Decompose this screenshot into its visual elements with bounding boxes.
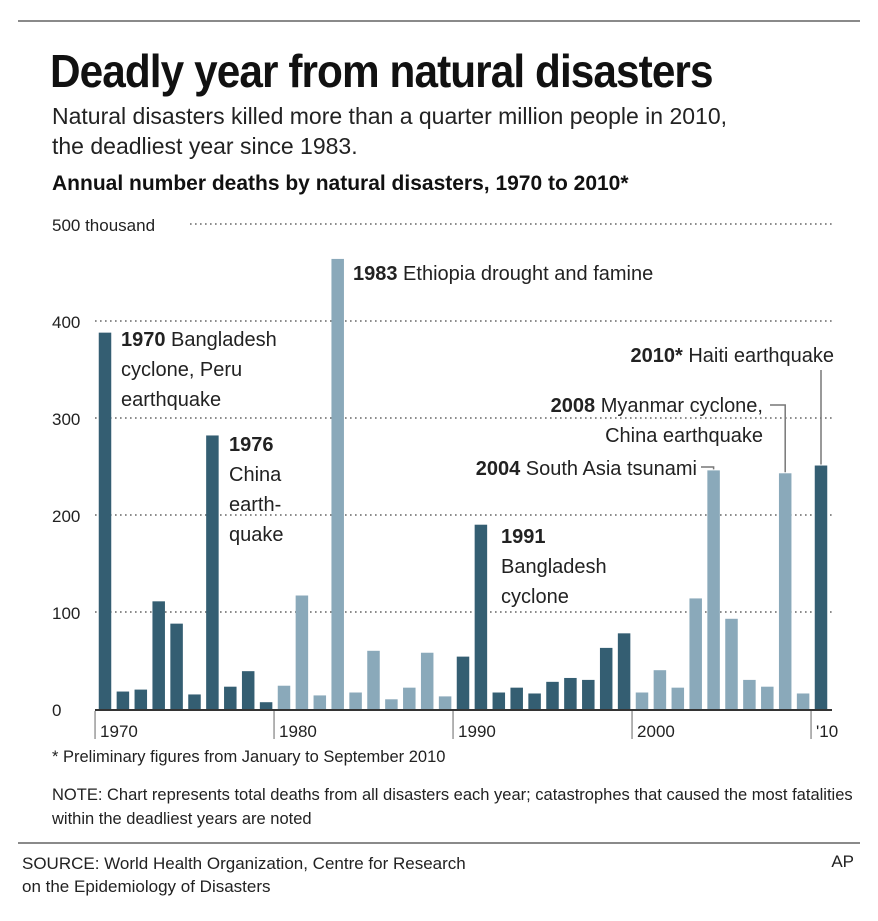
x-tick-label: '10: [816, 722, 838, 741]
subtitle-line-2: the deadliest year since 1983.: [52, 133, 358, 159]
source: SOURCE: World Health Organization, Centr…: [22, 852, 642, 898]
bar-1995: [546, 681, 559, 709]
x-tick-label: 1980: [279, 722, 317, 741]
annotation-2010: 2010* Haiti earthquake: [631, 345, 834, 367]
bar-1974: [170, 623, 183, 709]
bar-2004: [707, 470, 720, 709]
bar-2010: [814, 465, 828, 709]
y-tick-label: 400: [52, 313, 80, 332]
x-axis: 1970 1980 1990 2000 '10: [94, 709, 838, 741]
bar-1988: [420, 652, 434, 709]
bar-1977: [224, 686, 237, 709]
bar-1975: [188, 694, 201, 709]
bar-1990: [456, 656, 470, 709]
bar-1979: [259, 702, 273, 709]
page-title: Deadly year from natural disasters: [50, 45, 714, 97]
bar-2005: [725, 618, 738, 709]
bar-1973: [152, 601, 165, 709]
bar-1994: [528, 693, 541, 709]
x-tick-label: 1970: [100, 722, 138, 741]
subtitle: Natural disasters killed more than a qua…: [52, 101, 852, 161]
annotation-1976: 1976 China earth-quake: [229, 434, 284, 546]
bottom-rule: [18, 842, 860, 844]
x-tick-label: 2000: [637, 722, 675, 741]
annotation-2008: 2008 Myanmar cyclone, China earthquake: [551, 395, 763, 447]
annotation-labels: 1970 Bangladesh cyclone, Peru earthquake 19…: [121, 263, 834, 608]
leader-2008: [770, 404, 786, 473]
bar-1984: [349, 692, 362, 709]
bars: [98, 258, 828, 709]
x-tick-label: 1990: [458, 722, 496, 741]
bar-2006: [743, 679, 756, 709]
footnote: * Preliminary figures from January to Se…: [52, 748, 446, 766]
deaths-bar-chart: 0 100 200 300 400 500 thousand 1970 1980 1990 20…: [52, 216, 838, 741]
bar-2007: [761, 686, 774, 709]
y-tick-label: 500 thousand: [52, 216, 155, 235]
annotation-1983: 1983 Ethiopia drought and famine: [353, 263, 653, 285]
bar-1992: [492, 692, 506, 709]
y-tick-label: 100: [52, 604, 80, 623]
y-tick-label: 0: [52, 701, 61, 720]
subtitle-line-1: Natural disasters killed more than a qua…: [52, 103, 728, 129]
bar-2009: [796, 693, 810, 709]
source-line-1: SOURCE: World Health Organization, Centr…: [22, 854, 466, 873]
annotation-1970: 1970 Bangladesh cyclone, Peru earthquake: [121, 329, 277, 411]
top-rule: [18, 20, 860, 22]
bar-1978: [241, 671, 255, 709]
bar-1986: [385, 699, 398, 709]
bar-2003: [689, 598, 702, 709]
bar-1971: [116, 691, 130, 709]
bar-1982: [313, 695, 327, 709]
bar-1985: [367, 650, 380, 709]
bar-2002: [671, 687, 685, 709]
annotation-leaders: [701, 370, 822, 473]
gridlines: 0 100 200 300 400 500 thousand: [52, 216, 832, 720]
bar-1996: [564, 677, 577, 709]
bar-2000: [635, 692, 649, 709]
annotation-1991: 1991 Bangladesh cyclone: [501, 526, 607, 608]
bar-1981: [295, 595, 309, 709]
bar-1991: [474, 524, 488, 709]
source-line-2: on the Epidemiology of Disasters: [22, 877, 271, 896]
bar-1993: [510, 687, 523, 709]
bar-1999: [617, 633, 631, 709]
bar-1987: [403, 687, 416, 709]
chart-note: NOTE: Chart represents total deaths from…: [52, 786, 853, 828]
bar-2008: [778, 473, 792, 709]
credit-ap: AP: [831, 852, 854, 871]
bar-1972: [134, 689, 148, 709]
y-tick-label: 300: [52, 410, 80, 429]
bar-1970: [98, 332, 112, 709]
bar-1976: [206, 435, 219, 709]
bar-1998: [599, 647, 613, 709]
annotation-2004: 2004 South Asia tsunami: [476, 458, 697, 480]
bar-1980: [277, 685, 291, 709]
bar-1997: [582, 679, 595, 709]
bar-1983: [331, 258, 344, 709]
bar-2001: [653, 670, 667, 709]
y-tick-label: 200: [52, 507, 80, 526]
chart-title: Annual number deaths by natural disaster…: [52, 172, 629, 195]
bar-1989: [438, 696, 452, 709]
leader-2004: [701, 466, 715, 470]
